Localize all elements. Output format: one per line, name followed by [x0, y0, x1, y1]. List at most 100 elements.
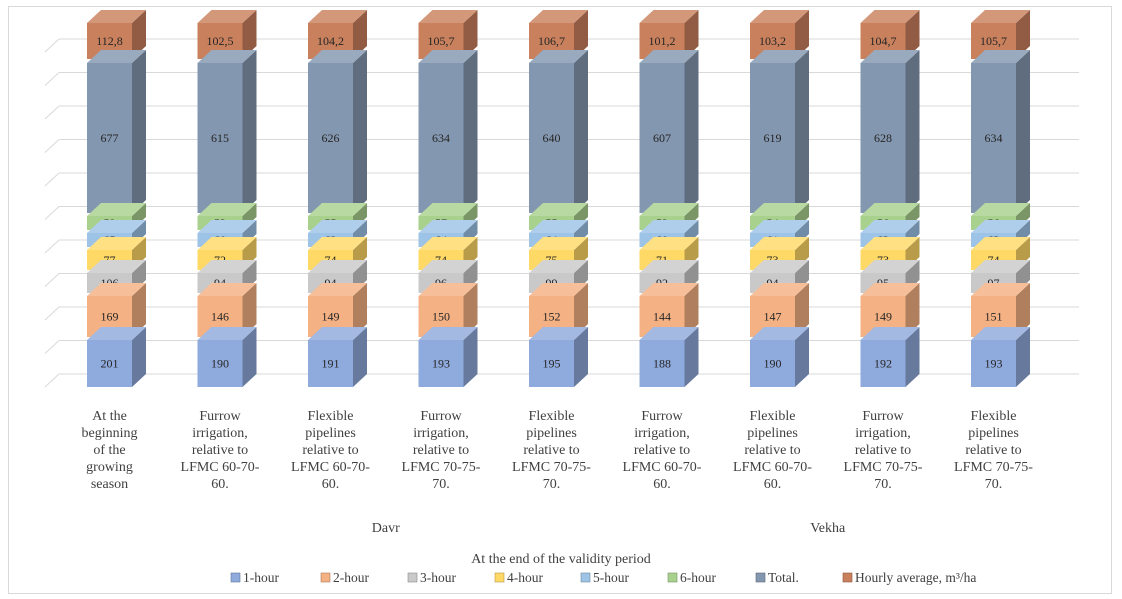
- bar-top-4-hour: [860, 237, 920, 250]
- data-label: 193: [985, 357, 1003, 371]
- data-label: 103,2: [759, 34, 786, 48]
- bar-top-6-hour: [639, 203, 699, 216]
- bar-top-2-hour: [860, 283, 920, 296]
- bar-side-2-hour: [132, 283, 146, 337]
- legend-label: 6-hour: [680, 570, 716, 585]
- category-label: LFMC 60-70-: [291, 460, 370, 475]
- data-label: 144: [653, 310, 671, 324]
- bar-top-total-: [418, 50, 478, 63]
- bar-top-5-hour: [197, 220, 257, 233]
- bar-top-6-hour: [197, 203, 257, 216]
- bar-top-5-hour: [639, 220, 699, 233]
- bar-top-hourly-average-m-ha: [418, 10, 478, 23]
- bar-top-hourly-average-m-ha: [971, 10, 1030, 23]
- category-label: At the: [92, 409, 127, 424]
- bar-top-3-hour: [418, 260, 478, 273]
- category-label: 60.: [322, 477, 340, 492]
- data-label: 147: [764, 310, 782, 324]
- bar-side-1-hour: [132, 327, 146, 387]
- bar-top-2-hour: [639, 283, 699, 296]
- bar-top-3-hour: [308, 260, 367, 273]
- category-label: relative to: [634, 443, 690, 458]
- data-label: 193: [432, 357, 450, 371]
- bar-top-6-hour: [971, 203, 1030, 216]
- bar-top-hourly-average-m-ha: [750, 10, 809, 23]
- legend-swatch: [230, 572, 241, 583]
- category-label: LFMC 70-75-: [844, 460, 923, 475]
- category-label: 70.: [432, 477, 450, 492]
- bar-side-total-: [353, 50, 367, 213]
- bar-total-: [87, 63, 132, 213]
- bar-side-total-: [463, 50, 478, 213]
- category-label: pipelines: [305, 426, 356, 441]
- bar-total-: [197, 63, 243, 213]
- category-label: 60.: [764, 477, 782, 492]
- bar-top-4-hour: [197, 237, 257, 250]
- bar-top-5-hour: [860, 220, 920, 233]
- category-label: 70.: [985, 477, 1003, 492]
- bar-top-5-hour: [308, 220, 367, 233]
- group-label: Davr: [372, 521, 400, 536]
- bar-side-total-: [795, 50, 809, 213]
- bar-top-5-hour: [87, 220, 146, 233]
- category-label: Furrow: [420, 409, 462, 424]
- legend-label: 1-hour: [243, 570, 279, 585]
- bar-top-4-hour: [639, 237, 699, 250]
- chart-frame: 112,8677596577106169201At thebeginningof…: [8, 6, 1112, 594]
- bar-side-hourly-average-m-ha: [242, 10, 257, 59]
- data-label: 188: [653, 357, 671, 371]
- data-label: 149: [322, 310, 340, 324]
- bar-side-1-hour: [684, 327, 699, 387]
- bar-total-: [529, 63, 574, 213]
- group-label: Vekha: [810, 521, 846, 536]
- bar-total-: [750, 63, 795, 213]
- bar-side-hourly-average-m-ha: [795, 10, 809, 59]
- data-label: 192: [874, 357, 892, 371]
- bar-top-hourly-average-m-ha: [197, 10, 257, 23]
- bar-top-3-hour: [639, 260, 699, 273]
- bar-top-hourly-average-m-ha: [639, 10, 699, 23]
- legend-swatch: [494, 572, 505, 583]
- category-label: 70.: [543, 477, 561, 492]
- data-label: 190: [211, 357, 229, 371]
- bar-side-1-hour: [463, 327, 478, 387]
- legend-swatch: [755, 572, 766, 583]
- category-label: irrigation,: [634, 426, 690, 441]
- category-label: of the: [93, 443, 125, 458]
- bar-top-total-: [197, 50, 257, 63]
- category-label: Furrow: [199, 409, 241, 424]
- bar-side-total-: [684, 50, 699, 213]
- bar-1-hour: [308, 340, 353, 387]
- category-label: pipelines: [747, 426, 798, 441]
- category-label: relative to: [965, 443, 1021, 458]
- data-label: 190: [764, 357, 782, 371]
- bar-top-5-hour: [971, 220, 1030, 233]
- category-label: irrigation,: [855, 426, 911, 441]
- bar-top-1-hour: [971, 327, 1030, 340]
- category-label: 60.: [211, 477, 229, 492]
- category-label: 60.: [653, 477, 671, 492]
- legend-label: Hourly average, m³/ha: [855, 570, 976, 585]
- bar-top-1-hour: [418, 327, 478, 340]
- bar-top-total-: [860, 50, 920, 63]
- bar-top-2-hour: [529, 283, 588, 296]
- bar-top-3-hour: [860, 260, 920, 273]
- bar-total-: [860, 63, 906, 213]
- category-label: irrigation,: [413, 426, 469, 441]
- category-label: Furrow: [641, 409, 683, 424]
- data-label: 677: [101, 131, 119, 145]
- legend-swatch: [320, 572, 331, 583]
- category-label: beginning: [82, 426, 138, 441]
- bar-top-total-: [971, 50, 1030, 63]
- bar-top-4-hour: [418, 237, 478, 250]
- data-label: 104,2: [317, 34, 344, 48]
- data-label: 151: [985, 310, 1003, 324]
- category-label: relative to: [413, 443, 469, 458]
- category-label: LFMC 60-70-: [733, 460, 812, 475]
- bar-side-2-hour: [353, 283, 367, 337]
- data-label: 640: [543, 131, 561, 145]
- grid-line-side: [44, 273, 60, 287]
- bar-side-2-hour: [905, 283, 920, 337]
- bar-1-hour: [860, 340, 906, 387]
- bar-side-2-hour: [463, 283, 478, 337]
